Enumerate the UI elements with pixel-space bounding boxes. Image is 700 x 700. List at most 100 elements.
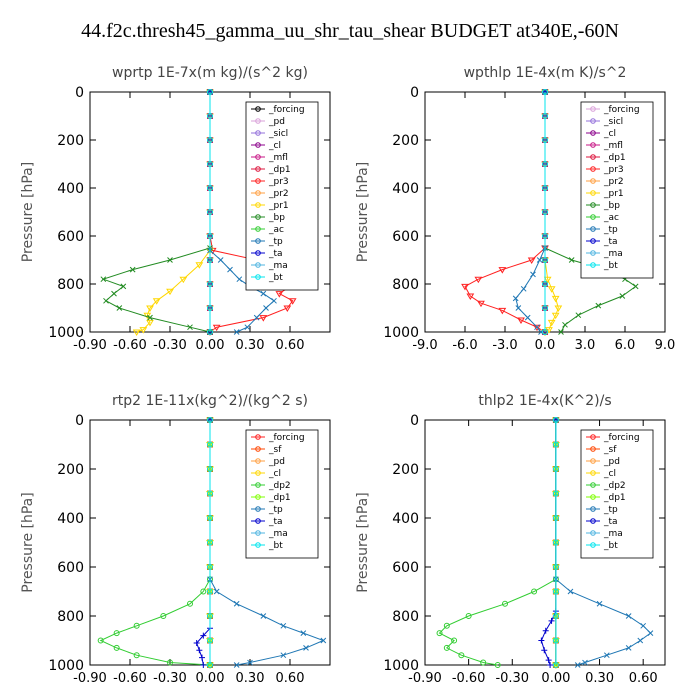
series-line [540,420,557,666]
legend-label: _mfl [268,153,288,163]
legend-marker [255,518,261,524]
y-tick-label: 800 [57,609,84,625]
legend-marker [255,202,261,208]
data-point [552,613,559,619]
data-point [554,305,563,312]
y-tick-label: 600 [392,560,419,576]
data-point [536,257,543,263]
data-point [103,297,109,304]
data-point [552,466,559,472]
y-tick-label: 200 [392,462,419,478]
data-point [179,276,188,284]
legend-marker [255,142,261,148]
data-point [436,630,443,637]
data-point [595,302,602,309]
x-tick-label: 6.0 [615,338,636,353]
legend-label: _pr2 [603,177,624,187]
series-bt [552,417,559,668]
data-point [260,613,267,619]
legend-label: _forcing [603,433,640,443]
legend-label: _bp [268,213,285,223]
data-point [207,185,213,191]
chart-title: thlp2 1E-4x(K^2)/s [478,393,611,409]
legend-marker [590,130,596,136]
data-point [167,659,173,666]
data-point [207,539,213,546]
legend-label: _ma [603,249,623,259]
series-bt [207,417,213,668]
data-point [263,305,269,311]
data-point [567,588,574,595]
chart-panel-2: wpthlp 1E-4x(m K)/s^2 Pressure [hPa] 0 200 4… [355,65,675,353]
data-point [133,622,140,629]
legend-marker [590,250,596,256]
data-point [253,314,260,321]
legend-label: _sicl [268,129,288,139]
data-point [199,654,205,661]
data-point [547,662,554,668]
y-tick-label: 800 [392,277,419,293]
legend-marker [255,214,261,220]
data-point [542,185,548,191]
data-point [547,319,556,327]
data-point [632,283,639,290]
legend-marker [590,118,596,124]
legend-label: _forcing [603,105,640,115]
data-point [111,290,117,297]
data-point [129,266,136,273]
data-point [207,490,213,497]
data-point [542,89,548,95]
legend-label: _pr1 [268,201,289,211]
data-point [207,466,213,472]
data-point [233,662,240,668]
data-point [647,630,654,637]
chart-panel-1: wprtp 1E-7x(m kg)/(s^2 kg) Pressure [hPa]… [20,65,331,353]
data-point [619,293,626,299]
legend-marker [255,238,261,244]
data-point [207,515,213,521]
data-point [498,267,507,274]
legend-label: _bt [603,261,618,271]
data-point [552,490,559,497]
legend-label: _sf [268,445,282,455]
legend-marker [255,274,261,280]
data-point [207,89,213,95]
data-point [207,281,213,287]
data-point [558,329,564,335]
data-point [207,329,213,335]
data-point [530,271,536,278]
data-point [207,662,213,668]
chart-panel-4: thlp2 1E-4x(K^2)/s Pressure [hPa] 0 200 400 6… [355,393,666,686]
data-point [552,662,559,668]
data-point [207,161,213,167]
x-tick-label: 0.00 [196,671,225,686]
y-tick-label: 600 [392,229,419,245]
legend-marker [255,226,261,232]
legend-marker [590,142,596,148]
data-point [113,630,120,637]
y-axis-label: Pressure [hPa] [355,162,371,262]
data-point [212,324,221,332]
data-point [207,113,213,119]
legend-marker [590,446,596,452]
legend-marker [255,130,261,136]
legend-label: _ta [268,517,283,527]
data-point [132,329,141,336]
data-point [545,657,552,664]
data-point [320,637,327,644]
legend-label: _cl [268,141,281,151]
series-line [136,92,211,333]
legend-label: _pr1 [603,189,624,199]
series-bt [207,89,213,335]
y-tick-label: 400 [57,511,84,527]
chart-title: wprtp 1E-7x(m kg)/(s^2 kg) [112,65,308,81]
legend-marker [590,178,596,184]
series-pr3 [461,89,549,336]
data-point [207,637,213,644]
y-tick-label: 400 [392,181,419,197]
legend-label: _mfl [603,141,623,151]
legend-marker [590,262,596,268]
data-point [552,441,559,448]
data-point [477,300,485,308]
